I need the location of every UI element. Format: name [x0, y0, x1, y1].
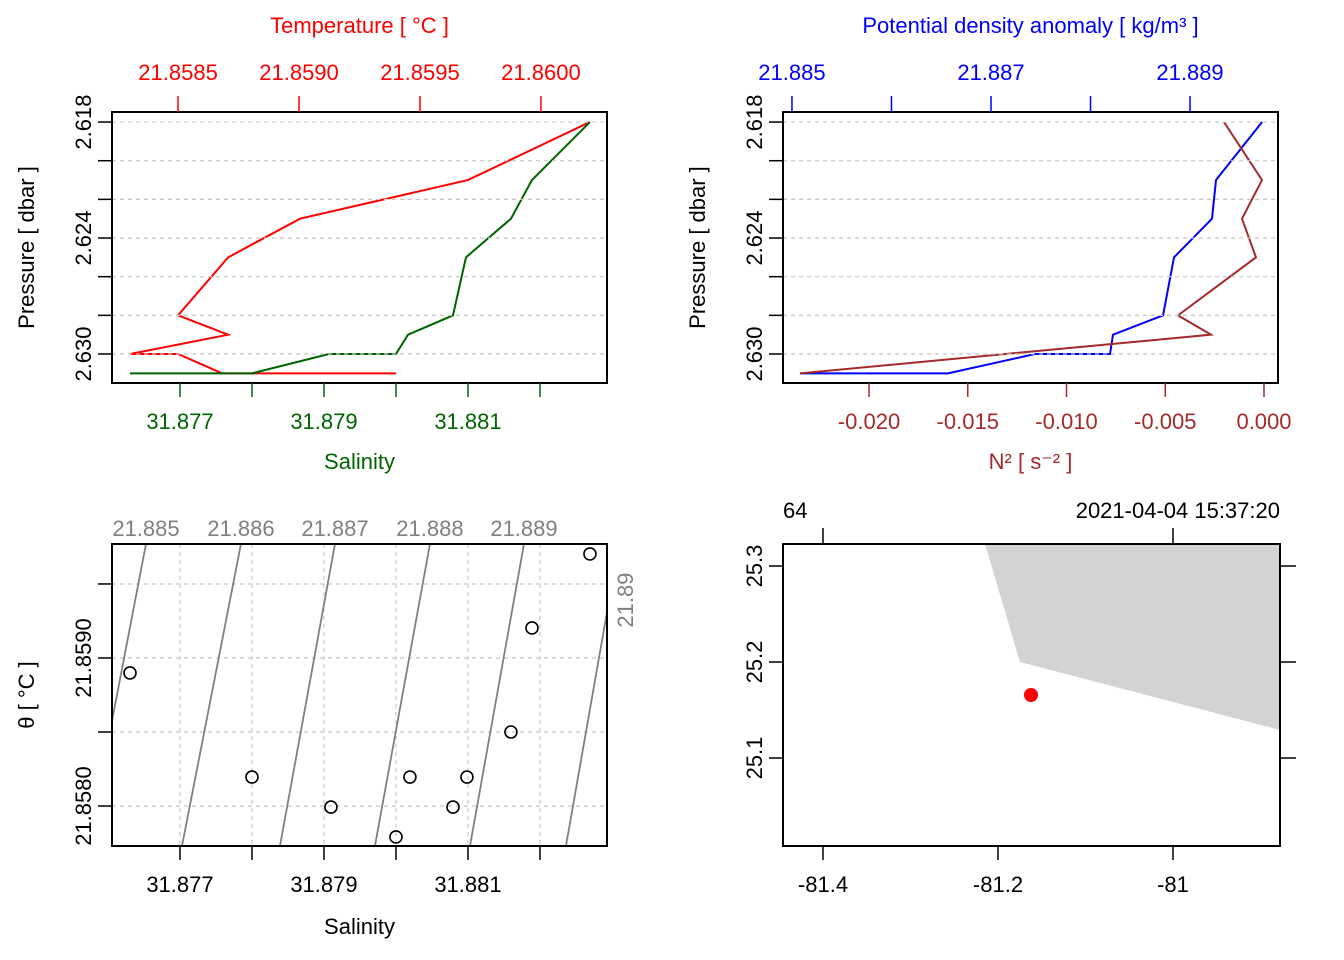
x-tick-label: -0.015 — [937, 409, 999, 434]
x2-tick-label: 21.8600 — [501, 60, 581, 85]
contour-label: 21.886 — [207, 516, 274, 541]
time-label: 2021-04-04 15:37:20 — [1076, 498, 1280, 523]
x2-tick-label: 21.8585 — [138, 60, 218, 85]
x2-axis-title: Temperature [ °C ] — [270, 13, 449, 38]
density-contour — [279, 544, 336, 846]
plot-frame — [111, 543, 608, 847]
ts-point — [446, 800, 460, 814]
y-tick-label: 2.618 — [742, 95, 767, 150]
y-tick-label: 2.630 — [742, 326, 767, 381]
contour-label: 21.887 — [301, 516, 368, 541]
x-axis-title: N² [ s⁻² ] — [989, 449, 1073, 474]
x-axis-title: Salinity — [324, 914, 395, 939]
y-tick-label: 2.630 — [71, 326, 96, 381]
x2-tick-label: 21.8595 — [380, 60, 460, 85]
land — [985, 544, 1280, 730]
station-label: 64 — [783, 498, 807, 523]
ts-point — [525, 621, 539, 635]
density-contour — [112, 544, 147, 726]
y-tick-label: 21.8590 — [71, 618, 96, 698]
plot-frame — [111, 111, 608, 384]
ts-point — [583, 547, 597, 561]
ts-point — [123, 666, 137, 680]
x-tick-label: 31.881 — [434, 409, 501, 434]
density-contour — [374, 544, 431, 846]
x-tick-label: -81.2 — [973, 872, 1023, 897]
density-contour — [181, 544, 242, 846]
ts-point — [389, 830, 403, 844]
y-tick-label: 21.8580 — [71, 766, 96, 846]
x-tick-label: 31.879 — [290, 409, 357, 434]
contour-label: 21.885 — [112, 516, 179, 541]
plot-frame — [782, 111, 1279, 384]
contour-label: 21.888 — [396, 516, 463, 541]
x2-tick-label: 21.885 — [758, 60, 825, 85]
x-tick-label: 31.881 — [434, 872, 501, 897]
x2-tick-label: 21.8590 — [259, 60, 339, 85]
y-axis-title: θ [ °C ] — [14, 661, 39, 728]
x-tick-label: 31.879 — [290, 872, 357, 897]
x-tick-label: -0.005 — [1134, 409, 1196, 434]
profile-line — [130, 121, 591, 375]
density-contour — [565, 606, 607, 846]
x2-tick-label: 21.889 — [1156, 60, 1223, 85]
x-tick-label: 0.000 — [1236, 409, 1291, 434]
y-tick-label: 25.1 — [742, 737, 767, 780]
contour-label: 21.889 — [490, 516, 557, 541]
profile-line — [129, 121, 591, 375]
x-tick-label: -81 — [1157, 872, 1189, 897]
ts-point — [245, 770, 259, 784]
profile-line — [799, 121, 1263, 375]
ts-point — [403, 770, 417, 784]
y-tick-label: 2.624 — [71, 210, 96, 265]
x-tick-label: -0.010 — [1035, 409, 1097, 434]
x-tick-label: -0.020 — [838, 409, 900, 434]
x2-tick-label: 21.887 — [957, 60, 1024, 85]
contour-label: 21.89 — [613, 573, 638, 628]
x-tick-label: 31.877 — [146, 409, 213, 434]
x-tick-label: 31.877 — [146, 872, 213, 897]
y-tick-label: 2.618 — [71, 95, 96, 150]
y-axis-title: Pressure [ dbar ] — [14, 166, 39, 329]
ts-point — [460, 770, 474, 784]
y-tick-label: 25.3 — [742, 545, 767, 588]
y-tick-label: 25.2 — [742, 641, 767, 684]
y-tick-label: 2.624 — [742, 210, 767, 265]
plot-frame — [782, 543, 1281, 847]
profile-line — [799, 121, 1264, 375]
x-axis-title: Salinity — [324, 449, 395, 474]
ts-point — [324, 800, 338, 814]
ts-point — [504, 725, 518, 739]
x2-axis-title: Potential density anomaly [ kg/m³ ] — [862, 13, 1198, 38]
station — [1023, 688, 1038, 702]
density-contour — [469, 544, 525, 846]
y-axis-title: Pressure [ dbar ] — [685, 166, 710, 329]
x-tick-label: -81.4 — [798, 872, 848, 897]
